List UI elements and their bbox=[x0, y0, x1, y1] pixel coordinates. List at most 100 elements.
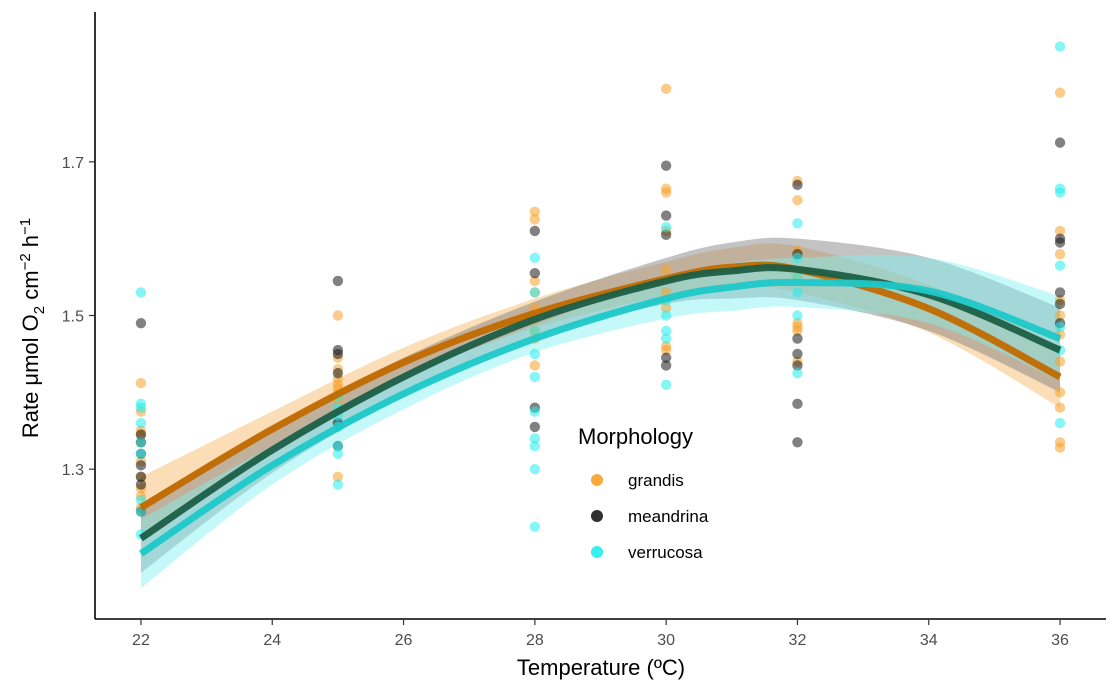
point-verrucosa bbox=[135, 448, 147, 459]
point-verrucosa bbox=[529, 287, 541, 298]
point-verrucosa bbox=[529, 433, 541, 444]
x-axis-title: Temperature (ºC) bbox=[517, 655, 685, 680]
point-grandis bbox=[1054, 87, 1066, 98]
point-meandrina bbox=[792, 348, 803, 360]
point-verrucosa bbox=[660, 379, 672, 390]
y-axis-title-part: −1 bbox=[17, 218, 34, 235]
point-verrucosa bbox=[792, 252, 803, 264]
y-axis-title-part: Rate μmol O bbox=[18, 314, 43, 438]
legend-label-verrucosa: verrucosa bbox=[628, 543, 703, 562]
y-axis-title-part: 2 bbox=[31, 306, 48, 314]
point-meandrina bbox=[792, 179, 803, 191]
point-verrucosa bbox=[529, 406, 541, 417]
axes: 22 24 26 28 30 32 34 36 1.3 1.5 1.7 bbox=[62, 12, 1106, 649]
point-grandis bbox=[660, 187, 672, 198]
point-verrucosa bbox=[135, 402, 147, 413]
y-axis-title-part: h bbox=[18, 235, 43, 253]
point-grandis bbox=[1054, 387, 1066, 398]
point-meandrina bbox=[332, 348, 344, 360]
y-tick-label: 1.3 bbox=[62, 462, 84, 479]
legend: Morphology grandis meandrina verrucosa bbox=[578, 424, 709, 562]
y-axis-title-part: cm bbox=[18, 270, 43, 305]
point-meandrina bbox=[1054, 237, 1066, 248]
point-verrucosa bbox=[135, 417, 147, 429]
legend-key-grandis bbox=[591, 474, 603, 486]
point-meandrina bbox=[135, 479, 147, 490]
point-meandrina bbox=[792, 398, 803, 410]
point-meandrina bbox=[135, 317, 147, 329]
x-tick-label: 36 bbox=[1051, 632, 1069, 649]
point-verrucosa bbox=[529, 348, 541, 360]
point-meandrina bbox=[1054, 298, 1066, 310]
point-verrucosa bbox=[660, 325, 672, 337]
point-grandis bbox=[332, 471, 344, 483]
point-grandis bbox=[1054, 310, 1066, 321]
y-axis-title: Rate μmol O2 cm−2 h−1 bbox=[17, 218, 48, 438]
point-verrucosa bbox=[529, 521, 541, 532]
point-grandis bbox=[1054, 248, 1066, 260]
point-verrucosa bbox=[529, 371, 541, 383]
point-grandis bbox=[792, 325, 803, 337]
point-meandrina bbox=[1054, 137, 1066, 148]
x-tick-label: 32 bbox=[789, 632, 807, 649]
x-tick-label: 26 bbox=[395, 632, 413, 649]
point-grandis bbox=[1054, 442, 1066, 453]
fit-line-verrucosa bbox=[138, 278, 1062, 557]
point-verrucosa bbox=[1054, 41, 1066, 52]
point-grandis bbox=[1054, 402, 1066, 413]
y-tick-label: 1.5 bbox=[62, 309, 84, 326]
point-verrucosa bbox=[1054, 417, 1066, 429]
point-verrucosa bbox=[135, 287, 147, 298]
point-meandrina bbox=[135, 471, 147, 483]
point-meandrina bbox=[792, 360, 803, 371]
legend-label-meandrina: meandrina bbox=[628, 507, 709, 526]
point-meandrina bbox=[135, 429, 147, 440]
x-tick-label: 24 bbox=[263, 632, 281, 649]
ci-band-grandis bbox=[140, 243, 1061, 539]
point-verrucosa bbox=[332, 448, 344, 459]
x-tick-label: 34 bbox=[920, 632, 938, 649]
point-grandis bbox=[1054, 356, 1066, 367]
point-grandis bbox=[135, 377, 147, 389]
point-verrucosa bbox=[1054, 321, 1066, 333]
point-verrucosa bbox=[332, 440, 344, 452]
y-tick-label: 1.7 bbox=[62, 155, 84, 172]
y-axis-title-part: −2 bbox=[17, 253, 34, 270]
point-grandis bbox=[529, 360, 541, 371]
x-tick-label: 22 bbox=[132, 632, 150, 649]
point-meandrina bbox=[660, 352, 672, 363]
ci-band-meandrina bbox=[140, 237, 1061, 573]
point-verrucosa bbox=[529, 440, 541, 452]
point-verrucosa bbox=[1054, 187, 1066, 198]
point-meandrina bbox=[792, 333, 803, 344]
point-meandrina bbox=[660, 210, 672, 221]
point-grandis bbox=[529, 214, 541, 225]
point-verrucosa bbox=[529, 252, 541, 264]
point-grandis bbox=[529, 275, 541, 287]
data-points bbox=[135, 41, 1066, 540]
point-grandis bbox=[792, 195, 803, 206]
point-verrucosa bbox=[792, 367, 803, 379]
fit-lines bbox=[138, 261, 1062, 557]
x-tick-label: 30 bbox=[657, 632, 675, 649]
point-meandrina bbox=[660, 229, 672, 241]
legend-label-grandis: grandis bbox=[628, 471, 684, 490]
point-verrucosa bbox=[660, 310, 672, 321]
point-meandrina bbox=[660, 360, 672, 371]
legend-key-verrucosa bbox=[591, 546, 603, 558]
point-grandis bbox=[660, 344, 672, 356]
point-verrucosa bbox=[1054, 260, 1066, 271]
point-meandrina bbox=[529, 268, 541, 279]
point-meandrina bbox=[1054, 287, 1066, 298]
point-verrucosa bbox=[792, 218, 803, 229]
point-grandis bbox=[660, 264, 672, 275]
point-verrucosa bbox=[660, 333, 672, 344]
point-verrucosa bbox=[660, 221, 672, 233]
point-grandis bbox=[332, 310, 344, 321]
legend-title: Morphology bbox=[578, 424, 693, 449]
point-grandis bbox=[1054, 225, 1066, 237]
point-verrucosa bbox=[332, 479, 344, 490]
point-verrucosa bbox=[792, 310, 803, 321]
